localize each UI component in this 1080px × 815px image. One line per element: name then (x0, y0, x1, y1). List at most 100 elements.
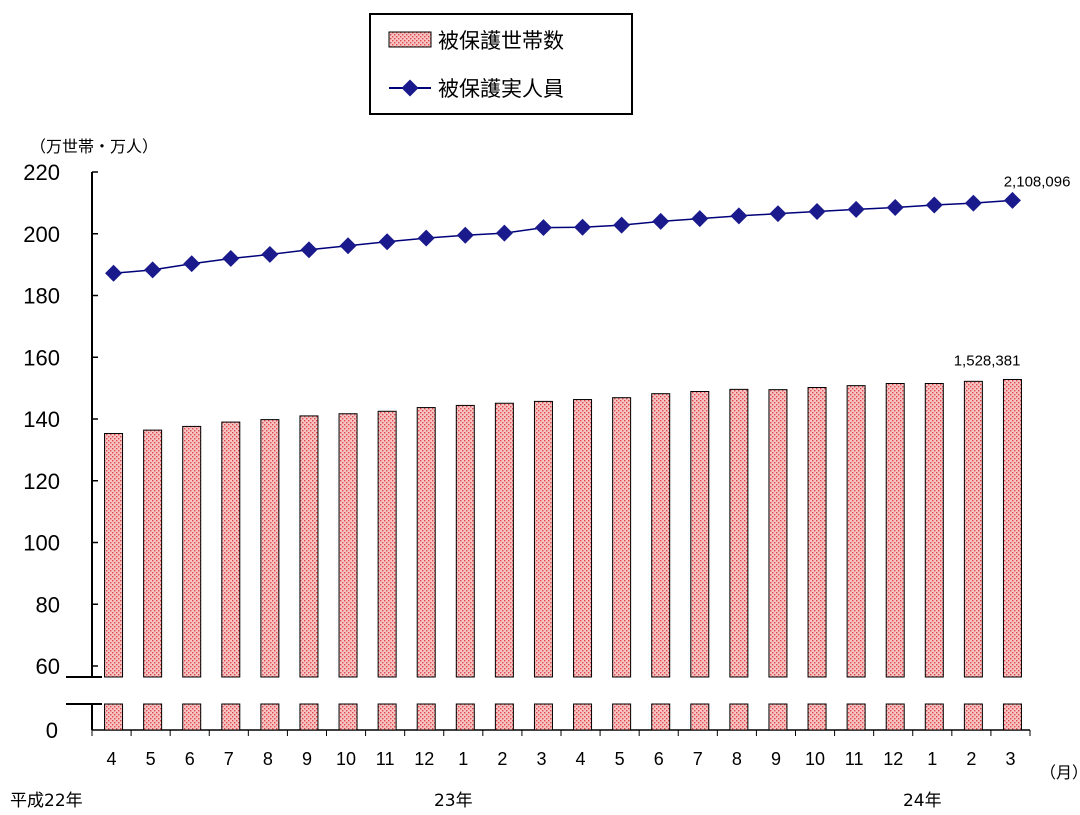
x-tick-label: 4 (107, 749, 117, 769)
line-point (105, 265, 122, 282)
legend-bar-swatch (389, 32, 431, 47)
bar-lower (964, 704, 982, 730)
bar-data-label: 1,528,381 (954, 352, 1021, 369)
x-tick-label: 7 (224, 749, 234, 769)
line-point (261, 246, 278, 263)
legend-bar-label: 被保護世帯数 (438, 29, 564, 53)
bar (456, 405, 474, 677)
bar-lower (105, 704, 123, 730)
x-tick-label: 10 (805, 749, 825, 769)
bar-lower (339, 704, 357, 730)
y-tick-label: 120 (23, 469, 60, 494)
year-label: 平成22年 (10, 791, 83, 811)
x-tick-label: 6 (654, 749, 664, 769)
bar (964, 381, 982, 677)
x-tick-label: 1 (927, 749, 937, 769)
line-point (926, 197, 943, 214)
bar-lower (261, 704, 279, 730)
line-point (769, 205, 786, 222)
bar (613, 398, 631, 677)
bar-lower (808, 704, 826, 730)
x-tick-label: 8 (732, 749, 742, 769)
bar (534, 401, 552, 677)
bar (183, 426, 201, 677)
bar-lower (378, 704, 396, 730)
line-point (183, 255, 200, 272)
y-tick-label: 200 (23, 222, 60, 247)
line-point (300, 241, 317, 258)
y-tick-label: 220 (23, 160, 60, 185)
bar-lower (144, 704, 162, 730)
axis-break-gap (93, 678, 1031, 703)
line-point (887, 199, 904, 216)
bar-lower (691, 704, 709, 730)
line-point (1004, 192, 1021, 209)
y-unit-label: （万世帯・万人） (30, 137, 158, 156)
x-tick-label: 9 (302, 749, 312, 769)
line-point (613, 217, 630, 234)
bar (417, 408, 435, 677)
bar-lower (534, 704, 552, 730)
line-point (379, 233, 396, 250)
x-tick-label: 8 (263, 749, 273, 769)
x-unit-label: （月） (1040, 763, 1080, 782)
bar (691, 392, 709, 677)
x-tick-label: 9 (771, 749, 781, 769)
bar-lower (730, 704, 748, 730)
line-point (418, 230, 435, 247)
bar-lower (1003, 704, 1021, 730)
y-tick-label: 80 (36, 592, 60, 617)
bar-lower (613, 704, 631, 730)
bars (93, 379, 1031, 730)
bar (652, 394, 670, 677)
line-point (222, 250, 239, 267)
x-tick-label: 11 (376, 749, 395, 769)
bar (105, 434, 123, 677)
line-point (848, 201, 865, 218)
bar-lower (222, 704, 240, 730)
x-tick-label: 6 (185, 749, 195, 769)
legend: 被保護世帯数 被保護実人員 (370, 14, 632, 114)
line-series (105, 192, 1021, 282)
bar (300, 416, 318, 677)
line-point (535, 219, 552, 236)
line-data-label: 2,108,096 (1004, 173, 1071, 190)
y-tick-label: 140 (23, 407, 60, 432)
x-tick-label: 5 (615, 749, 625, 769)
bar (339, 414, 357, 677)
line-point (574, 219, 591, 236)
x-tick-label: 11 (845, 749, 864, 769)
year-label: 24年 (903, 791, 942, 811)
bar-lower (183, 704, 201, 730)
bar-lower (574, 704, 592, 730)
line-point (652, 213, 669, 230)
x-tick-label: 1 (458, 749, 468, 769)
x-tick-label: 2 (966, 749, 976, 769)
bar (144, 430, 162, 677)
x-tick-label: 12 (414, 749, 434, 769)
bar-lower (886, 704, 904, 730)
x-tick-label: 10 (336, 749, 356, 769)
bar-lower (769, 704, 787, 730)
bar (925, 383, 943, 677)
y-tick-label: 60 (36, 654, 60, 679)
bar-lower (300, 704, 318, 730)
bar (730, 389, 748, 677)
bar-lower (847, 704, 865, 730)
x-tick-label: 5 (146, 749, 156, 769)
line-point (340, 237, 357, 254)
bar-lower (495, 704, 513, 730)
x-tick-label: 12 (883, 749, 903, 769)
series-line (114, 200, 1013, 273)
y-tick-label: 160 (23, 345, 60, 370)
legend-line-label: 被保護実人員 (438, 77, 564, 101)
y-tick-label: 0 (46, 718, 58, 743)
line-point (965, 195, 982, 212)
bar-lower (417, 704, 435, 730)
bar-lower (652, 704, 670, 730)
x-tick-label: 3 (1005, 749, 1015, 769)
x-tick-label: 3 (536, 749, 546, 769)
bar (261, 420, 279, 677)
